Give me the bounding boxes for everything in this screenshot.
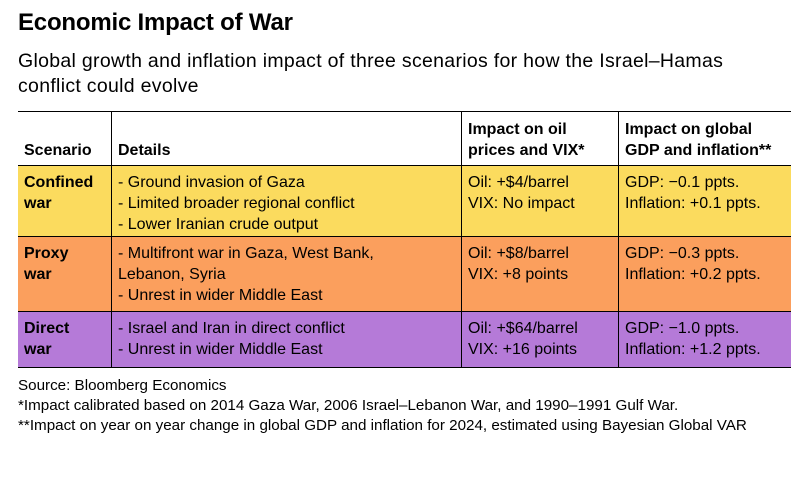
- table-row-proxy-war: Proxy war - Multifront war in Gaza, West…: [18, 237, 791, 312]
- header-oil: Impact on oil prices and VIX*: [461, 112, 618, 165]
- inflation-value: Inflation: +1.2 ppts.: [625, 341, 761, 358]
- header-scenario-label: Scenario: [24, 142, 92, 159]
- scenario-line1: Proxy: [24, 245, 69, 262]
- gdp-cell: GDP: −0.1 ppts. Inflation: +0.1 ppts.: [618, 166, 791, 236]
- details-line: - Unrest in wider Middle East: [118, 341, 323, 358]
- details-line: - Limited broader regional conflict: [118, 195, 355, 212]
- details-line: - Multifront war in Gaza, West Bank,: [118, 245, 374, 262]
- scenario-line1: Confined: [24, 174, 94, 191]
- table-row-direct-war: Direct war - Israel and Iran in direct c…: [18, 312, 791, 367]
- footnote-oil: *Impact calibrated based on 2014 Gaza Wa…: [18, 397, 679, 414]
- table-header-row: Scenario Details Impact on oil prices an…: [18, 112, 791, 166]
- page-title: Economic Impact of War: [18, 9, 293, 36]
- scenario-table: Scenario Details Impact on oil prices an…: [18, 111, 791, 368]
- details-cell: - Multifront war in Gaza, West Bank, Leb…: [111, 237, 461, 311]
- table-row-confined-war: Confined war - Ground invasion of Gaza -…: [18, 166, 791, 237]
- details-cell: - Israel and Iran in direct conflict - U…: [111, 312, 461, 367]
- scenario-line2: war: [24, 195, 52, 212]
- oil-value: Oil: +$4/barrel: [468, 174, 569, 191]
- scenario-line1: Direct: [24, 320, 70, 337]
- gdp-value: GDP: −1.0 ppts.: [625, 320, 740, 337]
- header-gdp-line1: Impact on global: [625, 121, 753, 138]
- header-details: Details: [111, 112, 461, 165]
- oil-cell: Oil: +$64/barrel VIX: +16 points: [461, 312, 618, 367]
- inflation-value: Inflation: +0.2 ppts.: [625, 266, 761, 283]
- header-oil-line2: prices and VIX*: [468, 142, 585, 159]
- header-gdp: Impact on global GDP and inflation**: [618, 112, 791, 165]
- scenario-cell: Direct war: [18, 312, 111, 367]
- gdp-value: GDP: −0.3 ppts.: [625, 245, 740, 262]
- header-scenario: Scenario: [18, 112, 111, 165]
- gdp-value: GDP: −0.1 ppts.: [625, 174, 740, 191]
- header-details-label: Details: [118, 142, 171, 159]
- scenario-line2: war: [24, 341, 52, 358]
- gdp-cell: GDP: −1.0 ppts. Inflation: +1.2 ppts.: [618, 312, 791, 367]
- inflation-value: Inflation: +0.1 ppts.: [625, 195, 761, 212]
- details-line: Lebanon, Syria: [118, 266, 226, 283]
- oil-value: Oil: +$8/barrel: [468, 245, 569, 262]
- details-line: - Israel and Iran in direct conflict: [118, 320, 345, 337]
- page-subtitle: Global growth and inflation impact of th…: [18, 50, 724, 97]
- oil-value: Oil: +$64/barrel: [468, 320, 578, 337]
- oil-cell: Oil: +$8/barrel VIX: +8 points: [461, 237, 618, 311]
- scenario-cell: Confined war: [18, 166, 111, 236]
- scenario-line2: war: [24, 266, 52, 283]
- details-line: - Ground invasion of Gaza: [118, 174, 305, 191]
- details-cell: - Ground invasion of Gaza - Limited broa…: [111, 166, 461, 236]
- details-line: - Unrest in wider Middle East: [118, 287, 323, 304]
- vix-value: VIX: +16 points: [468, 341, 577, 358]
- oil-cell: Oil: +$4/barrel VIX: No impact: [461, 166, 618, 236]
- vix-value: VIX: +8 points: [468, 266, 569, 283]
- source-note: Source: Bloomberg Economics: [18, 377, 227, 394]
- gdp-cell: GDP: −0.3 ppts. Inflation: +0.2 ppts.: [618, 237, 791, 311]
- footnotes: Source: Bloomberg Economics *Impact cali…: [18, 376, 793, 436]
- scenario-cell: Proxy war: [18, 237, 111, 311]
- vix-value: VIX: No impact: [468, 195, 575, 212]
- header-gdp-line2: GDP and inflation**: [625, 142, 772, 159]
- details-line: - Lower Iranian crude output: [118, 216, 319, 233]
- footnote-gdp: **Impact on year on year change in globa…: [18, 417, 747, 434]
- header-oil-line1: Impact on oil: [468, 121, 567, 138]
